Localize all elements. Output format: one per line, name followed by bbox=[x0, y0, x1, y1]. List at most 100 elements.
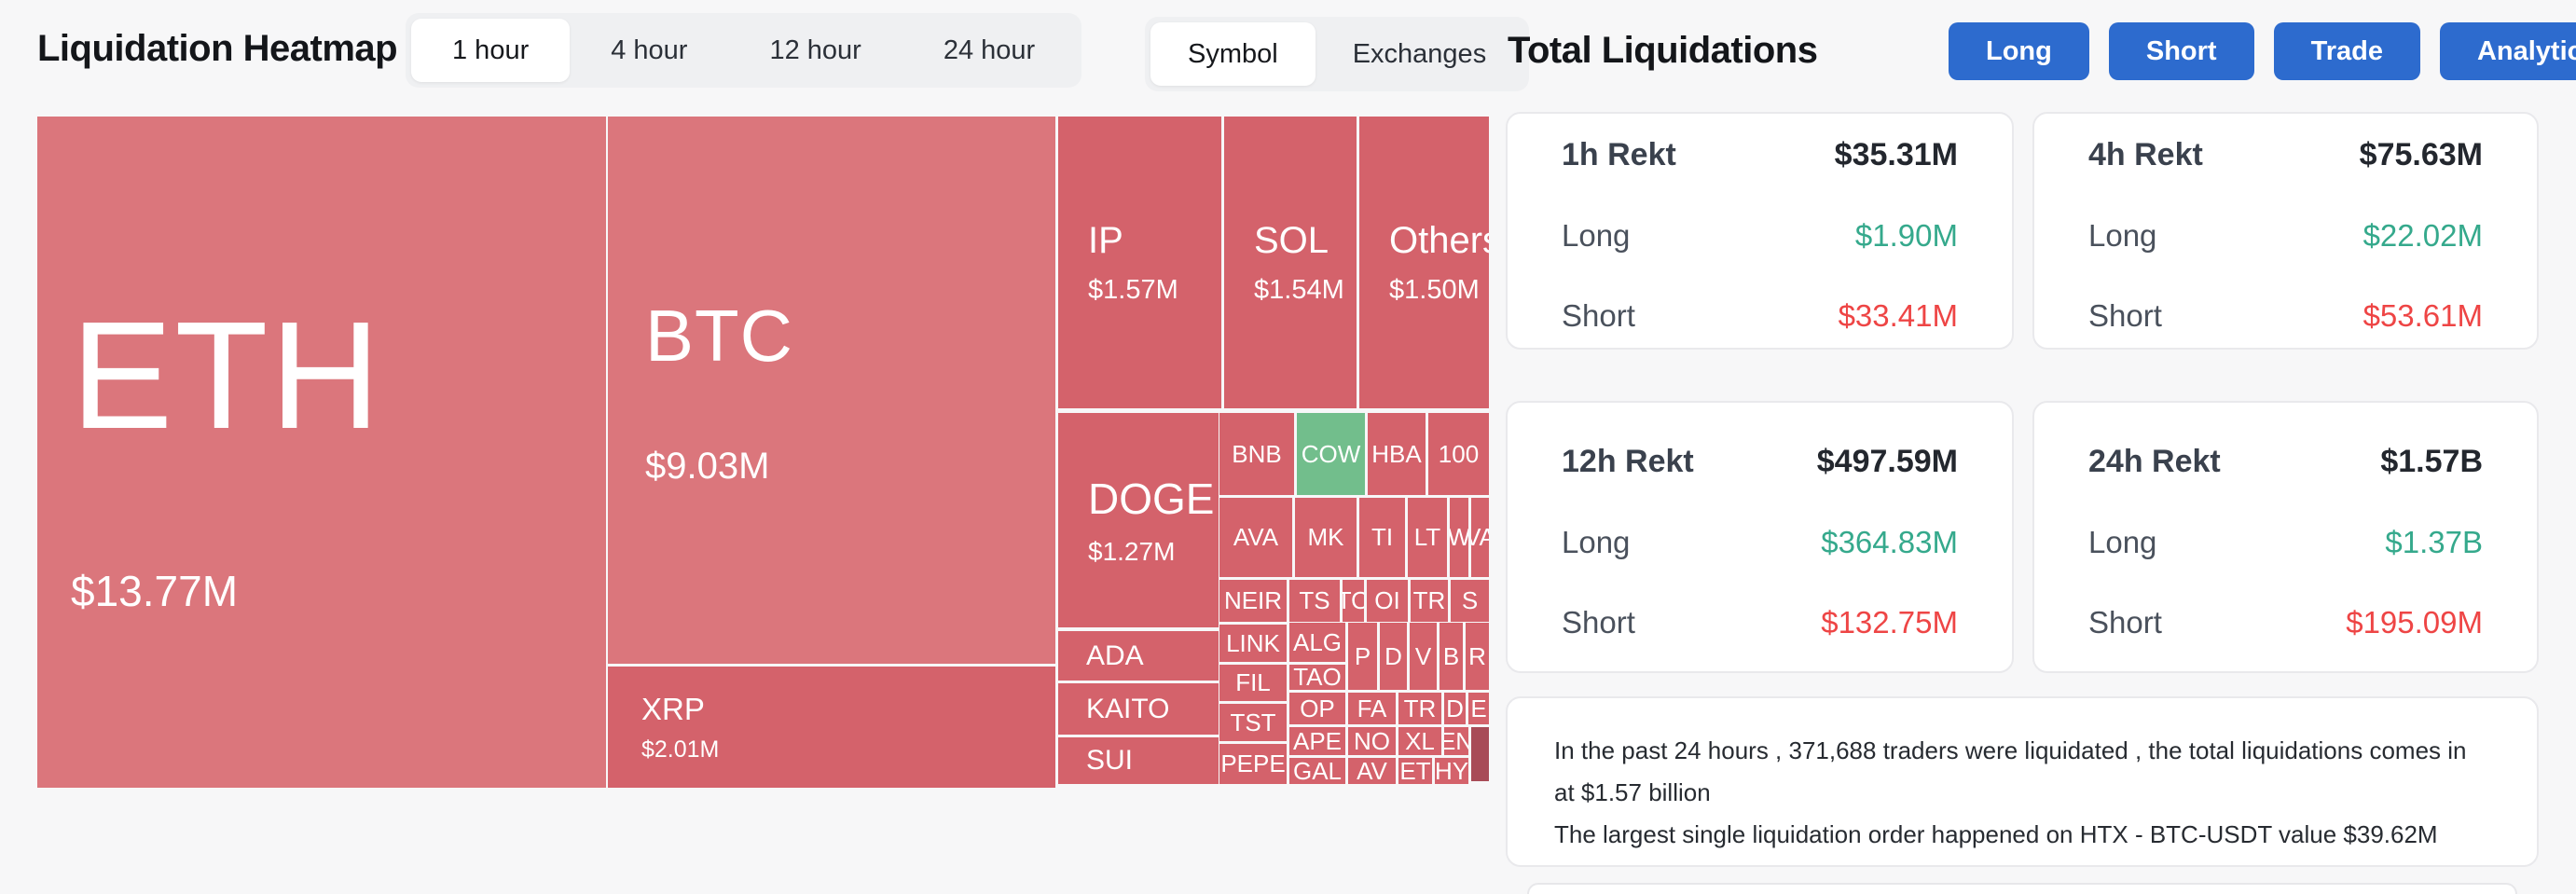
treemap-cell-hba[interactable]: HBA bbox=[1368, 413, 1426, 495]
treemap-cell-oi[interactable]: OI bbox=[1367, 580, 1408, 622]
treemap-cell-sui[interactable]: SUI bbox=[1058, 737, 1219, 784]
long-label: Long bbox=[1562, 524, 1631, 559]
cell-symbol: LT bbox=[1413, 523, 1441, 551]
treemap-cell-ape[interactable]: APE bbox=[1289, 727, 1345, 755]
treemap-cell-tao[interactable]: TAO bbox=[1289, 665, 1345, 690]
treemap-cell-doge[interactable]: DOGE $1.27M bbox=[1058, 413, 1219, 627]
analytics-button[interactable]: Analytics bbox=[2439, 22, 2576, 80]
treemap-cell-gal[interactable]: GAL bbox=[1289, 758, 1345, 784]
treemap-cell-neir[interactable]: NEIR bbox=[1219, 580, 1287, 622]
treemap-cell-ti[interactable]: TI bbox=[1359, 498, 1405, 577]
cell-symbol: Others bbox=[1389, 219, 1489, 261]
summary-line-1: In the past 24 hours , 371,688 traders w… bbox=[1554, 736, 2467, 806]
cell-symbol: HBA bbox=[1371, 439, 1422, 468]
summary-line-2: The largest single liquidation order hap… bbox=[1554, 820, 2438, 848]
treemap-cell-fa[interactable]: FA bbox=[1348, 693, 1396, 724]
short-value: $53.61M bbox=[2362, 298, 2483, 333]
treemap-cell-w[interactable]: W bbox=[1450, 498, 1468, 577]
cell-value: $2.01M bbox=[641, 736, 720, 763]
treemap-cell-others[interactable]: Others $1.50M bbox=[1359, 117, 1489, 408]
long-label: Long bbox=[1562, 218, 1631, 253]
short-value: $132.75M bbox=[1821, 604, 1958, 640]
treemap-cell-en[interactable]: EN bbox=[1444, 727, 1468, 755]
view-tab-exchanges[interactable]: Exchanges bbox=[1352, 38, 1487, 69]
treemap-cell-p[interactable]: P bbox=[1348, 623, 1377, 690]
cell-symbol: BNB bbox=[1232, 439, 1282, 468]
treemap-cell-fil[interactable]: FIL bbox=[1219, 665, 1287, 701]
time-tab-24-hour[interactable]: 24 hour bbox=[943, 34, 1036, 65]
treemap-cell-unlabeled[interactable] bbox=[1471, 727, 1489, 781]
treemap-cell-hy[interactable]: HY bbox=[1435, 758, 1468, 784]
cell-symbol: V bbox=[1414, 641, 1432, 670]
time-tab-1-hour[interactable]: 1 hour bbox=[411, 19, 571, 82]
long-button[interactable]: Long bbox=[1949, 22, 2089, 80]
treemap-cell-v[interactable]: V bbox=[1410, 623, 1437, 690]
treemap-cell-to[interactable]: TO bbox=[1343, 580, 1364, 622]
treemap-cell-s[interactable]: S bbox=[1451, 580, 1489, 622]
cell-symbol: MK bbox=[1307, 523, 1344, 551]
card-total: $75.63M bbox=[2359, 137, 2483, 172]
treemap-cell-lt[interactable]: LT bbox=[1408, 498, 1447, 577]
short-value: $33.41M bbox=[1838, 298, 1958, 333]
cell-symbol: E bbox=[1470, 694, 1487, 722]
treemap-cell-bnb[interactable]: BNB bbox=[1219, 413, 1294, 495]
rekt-card-12h: 12h Rekt $497.59M Long $364.83M Short $1… bbox=[1506, 401, 2014, 673]
next-card-partial bbox=[1527, 883, 2517, 894]
card-title: 12h Rekt bbox=[1562, 443, 1694, 479]
treemap-cell-ava[interactable]: AVA bbox=[1219, 498, 1292, 577]
treemap-cell-va[interactable]: VA bbox=[1471, 498, 1489, 577]
time-tab-4-hour[interactable]: 4 hour bbox=[611, 34, 688, 65]
treemap-cell-d[interactable]: D bbox=[1444, 693, 1466, 724]
cell-symbol: BTC bbox=[645, 294, 793, 377]
treemap-cell-kaito[interactable]: KAITO bbox=[1058, 683, 1219, 735]
trade-button[interactable]: Trade bbox=[2273, 22, 2420, 80]
cell-value: $1.54M bbox=[1254, 274, 1344, 305]
treemap-cell-mk[interactable]: MK bbox=[1295, 498, 1357, 577]
cell-symbol: APE bbox=[1292, 727, 1343, 755]
long-label: Long bbox=[2088, 524, 2157, 559]
treemap-cell-tr[interactable]: TR bbox=[1398, 693, 1441, 724]
treemap-cell-r[interactable]: R bbox=[1466, 623, 1489, 690]
treemap-cell-tr[interactable]: TR bbox=[1411, 580, 1448, 622]
treemap-cell-b[interactable]: B bbox=[1440, 623, 1463, 690]
short-button[interactable]: Short bbox=[2108, 22, 2254, 80]
treemap-cell-sol[interactable]: SOL $1.54M bbox=[1224, 117, 1357, 408]
cell-symbol: AVA bbox=[1233, 523, 1279, 551]
cell-value: $1.27M bbox=[1088, 537, 1176, 566]
liquidation-treemap: ETH $13.77M BTC $9.03M XRP $2.01M IP $1.57M SOL $… bbox=[37, 117, 1489, 788]
rekt-card-4h: 4h Rekt $75.63M Long $22.02M Short $53.6… bbox=[2032, 112, 2539, 350]
treemap-cell-e[interactable]: E bbox=[1468, 693, 1489, 724]
treemap-cell-ip[interactable]: IP $1.57M bbox=[1058, 117, 1221, 408]
treemap-cell-et[interactable]: ET bbox=[1398, 758, 1432, 784]
treemap-cell-eth[interactable]: ETH $13.77M bbox=[37, 117, 606, 788]
cell-symbol: LINK bbox=[1226, 628, 1280, 657]
treemap-cell-pepe[interactable]: PEPE bbox=[1219, 744, 1287, 784]
time-tab-12-hour[interactable]: 12 hour bbox=[769, 34, 861, 65]
cell-symbol: TI bbox=[1371, 523, 1394, 551]
cell-symbol: D bbox=[1446, 694, 1464, 722]
treemap-cell-cow[interactable]: COW bbox=[1297, 413, 1365, 495]
cell-symbol: PEPE bbox=[1220, 750, 1286, 777]
cell-symbol: ETH bbox=[71, 290, 382, 461]
treemap-cell-xl[interactable]: XL bbox=[1398, 727, 1441, 755]
cell-symbol: TO bbox=[1343, 586, 1364, 614]
treemap-cell-d[interactable]: D bbox=[1380, 623, 1407, 690]
treemap-cell-alg[interactable]: ALG bbox=[1289, 623, 1345, 662]
treemap-cell-100[interactable]: 100 bbox=[1428, 413, 1489, 495]
treemap-cell-av[interactable]: AV bbox=[1348, 758, 1396, 784]
treemap-cell-tst[interactable]: TST bbox=[1219, 704, 1287, 741]
treemap-cell-ada[interactable]: ADA bbox=[1058, 631, 1219, 681]
card-title: 1h Rekt bbox=[1562, 137, 1676, 172]
cell-symbol: AV bbox=[1357, 758, 1387, 784]
treemap-cell-no[interactable]: NO bbox=[1348, 727, 1396, 755]
view-tab-symbol[interactable]: Symbol bbox=[1150, 22, 1316, 86]
treemap-cell-link[interactable]: LINK bbox=[1219, 625, 1287, 662]
cell-symbol: B bbox=[1442, 641, 1460, 670]
treemap-cell-ts[interactable]: TS bbox=[1289, 580, 1340, 622]
cell-symbol: R bbox=[1468, 641, 1486, 670]
treemap-cell-op[interactable]: OP bbox=[1289, 693, 1345, 724]
treemap-cell-xrp[interactable]: XRP $2.01M bbox=[608, 667, 1055, 788]
treemap-cell-btc[interactable]: BTC $9.03M bbox=[608, 117, 1055, 664]
cell-symbol: VA bbox=[1471, 523, 1489, 551]
cell-value: $13.77M bbox=[71, 567, 239, 615]
